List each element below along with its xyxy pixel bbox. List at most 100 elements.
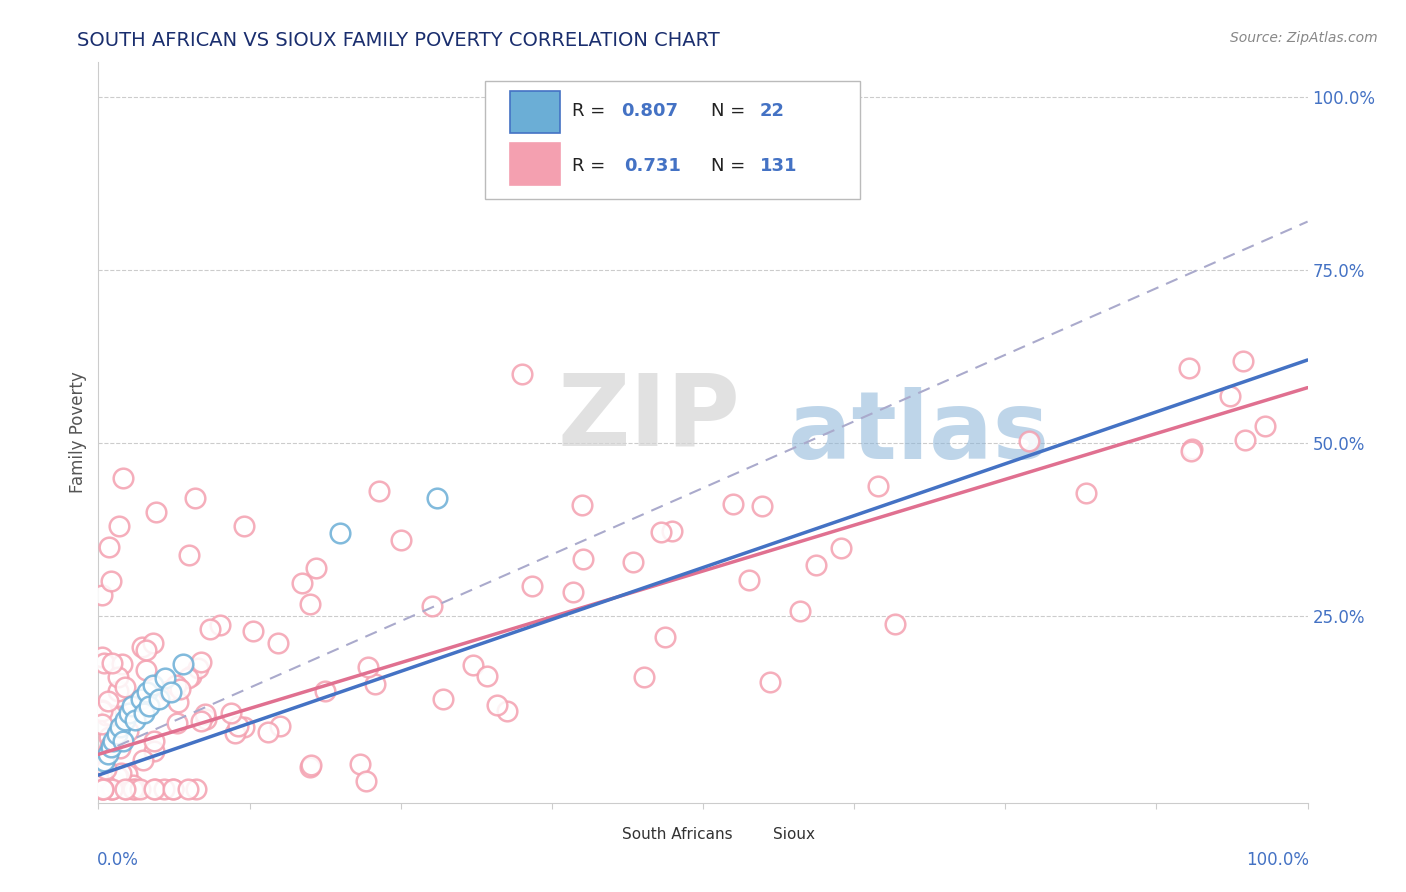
Point xyxy=(105,726,128,740)
Point xyxy=(184,491,207,506)
Point xyxy=(633,670,655,684)
Point xyxy=(1254,419,1277,434)
Point xyxy=(145,505,167,519)
Point xyxy=(1074,485,1097,500)
Point xyxy=(111,657,134,671)
Text: 100.0%: 100.0% xyxy=(1246,851,1309,869)
Point xyxy=(121,778,143,792)
Point xyxy=(100,781,122,796)
Point xyxy=(738,573,761,587)
Point xyxy=(169,682,191,697)
Point xyxy=(115,781,138,796)
Point xyxy=(477,668,499,682)
FancyBboxPatch shape xyxy=(485,81,860,200)
Point xyxy=(1219,389,1241,403)
Point xyxy=(298,598,321,612)
Point xyxy=(91,650,114,665)
Point xyxy=(420,599,443,614)
Point xyxy=(107,669,129,683)
Point xyxy=(132,754,155,768)
Point xyxy=(91,703,114,717)
Point xyxy=(572,552,595,566)
Point xyxy=(131,640,153,654)
Point xyxy=(91,717,114,731)
Point xyxy=(357,660,380,674)
Point xyxy=(432,692,454,706)
Point xyxy=(1018,434,1040,448)
Point xyxy=(124,781,146,796)
Point xyxy=(520,579,543,593)
FancyBboxPatch shape xyxy=(731,822,769,848)
Point xyxy=(299,760,322,774)
Point xyxy=(97,730,120,744)
Text: N =: N = xyxy=(711,102,751,120)
Point xyxy=(108,519,131,533)
Point xyxy=(142,678,165,692)
Point xyxy=(228,719,250,733)
Point xyxy=(1232,354,1254,368)
Point xyxy=(364,677,387,691)
Point xyxy=(751,500,773,514)
Point xyxy=(142,781,165,796)
Point xyxy=(486,698,509,713)
Point xyxy=(134,706,156,720)
Point xyxy=(224,725,246,739)
Y-axis label: Family Poverty: Family Poverty xyxy=(69,372,87,493)
Text: Source: ZipAtlas.com: Source: ZipAtlas.com xyxy=(1230,31,1378,45)
Point xyxy=(128,781,150,796)
Point xyxy=(195,712,218,726)
Point xyxy=(148,692,170,706)
Text: 131: 131 xyxy=(759,157,797,175)
Point xyxy=(115,767,138,781)
Point xyxy=(117,723,139,738)
Point xyxy=(110,766,132,780)
Point xyxy=(495,704,517,718)
Point xyxy=(162,781,184,796)
Point xyxy=(111,470,134,484)
Point xyxy=(510,367,533,381)
Point xyxy=(426,491,449,506)
Point xyxy=(100,707,122,722)
Point xyxy=(153,781,176,796)
Point xyxy=(232,519,254,533)
Point xyxy=(124,713,146,727)
Text: SOUTH AFRICAN VS SIOUX FAMILY POVERTY CORRELATION CHART: SOUTH AFRICAN VS SIOUX FAMILY POVERTY CO… xyxy=(77,31,720,50)
Point xyxy=(101,733,124,747)
Point xyxy=(368,484,391,499)
Point xyxy=(91,780,114,795)
Point xyxy=(91,781,114,796)
Point xyxy=(97,747,120,762)
Point xyxy=(114,713,136,727)
Point xyxy=(165,678,187,692)
Point xyxy=(118,706,141,720)
Point xyxy=(91,704,114,718)
Point xyxy=(98,739,121,753)
Point xyxy=(111,733,134,747)
Text: atlas: atlas xyxy=(787,386,1049,479)
Point xyxy=(1233,434,1256,448)
Point xyxy=(101,773,124,788)
Point xyxy=(186,781,208,796)
Text: R =: R = xyxy=(572,102,612,120)
Point xyxy=(621,555,644,569)
Point xyxy=(142,744,165,758)
Point xyxy=(661,524,683,538)
Point xyxy=(180,669,202,683)
Point xyxy=(143,734,166,748)
Text: 22: 22 xyxy=(759,102,785,120)
Point xyxy=(97,694,120,708)
Point xyxy=(93,771,115,785)
Point xyxy=(868,479,890,493)
Text: 0.731: 0.731 xyxy=(624,157,682,175)
Point xyxy=(135,663,157,677)
Point xyxy=(299,757,322,772)
Point xyxy=(167,695,190,709)
Point xyxy=(162,781,184,796)
FancyBboxPatch shape xyxy=(579,822,619,848)
Point xyxy=(257,725,280,739)
Point xyxy=(176,781,198,796)
Point xyxy=(110,708,132,723)
Point xyxy=(1180,443,1202,458)
FancyBboxPatch shape xyxy=(509,143,561,185)
Point xyxy=(121,698,143,713)
